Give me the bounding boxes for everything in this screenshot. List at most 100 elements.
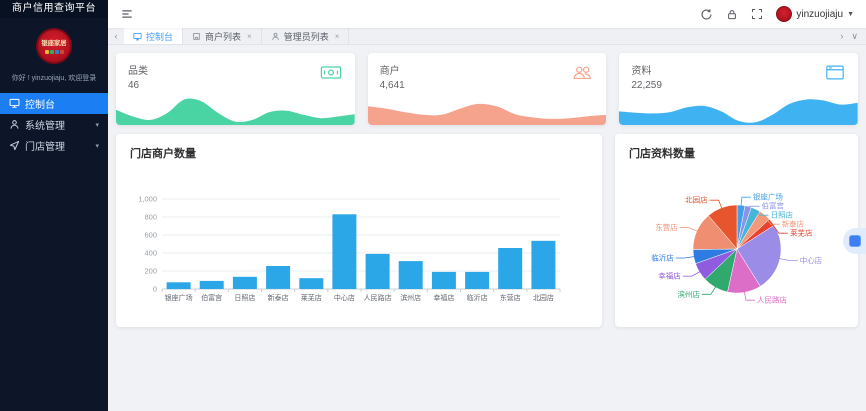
sidebar-item-label: 门店管理 bbox=[25, 142, 65, 153]
sparkline-category bbox=[116, 98, 355, 125]
user-dropdown-caret-icon: ▼ bbox=[847, 10, 854, 18]
tabs-menu-icon[interactable]: ∨ bbox=[851, 30, 858, 41]
pie-label-line bbox=[675, 256, 695, 259]
pie-label-line bbox=[770, 222, 788, 234]
x-category-label: 滨州店 bbox=[400, 293, 421, 302]
pie-label: 临沂店 bbox=[651, 253, 674, 263]
x-category-label: 莱芜店 bbox=[301, 293, 322, 302]
pie-label: 北园店 bbox=[685, 195, 708, 205]
fold-menu-icon[interactable] bbox=[120, 7, 134, 21]
close-icon[interactable]: × bbox=[334, 31, 340, 41]
bar[interactable] bbox=[398, 261, 423, 289]
chart-panels-row: 门店商户数量 0 200 400 600 800 1,000 银座广场 伯富宫 日照店 新泰店 莱芜… bbox=[116, 134, 858, 327]
brand-logo-text: 银座家居 bbox=[41, 40, 67, 47]
user-menu[interactable]: yinzuojiaju ▼ bbox=[776, 6, 854, 22]
sidebar: 商户信用查询平台 银座家居 你好 ! yinzuojiaju, 欢迎登录 控制台… bbox=[0, 0, 108, 411]
pie-label-line bbox=[701, 286, 717, 295]
stat-value: 4,641 bbox=[379, 80, 405, 91]
dashboard-icon bbox=[9, 98, 20, 108]
x-category-label: 日照店 bbox=[234, 293, 255, 302]
pie-label-line bbox=[779, 258, 798, 261]
fullscreen-icon[interactable] bbox=[751, 8, 763, 20]
chevron-down-icon: ▾ bbox=[95, 121, 99, 129]
y-tick-label: 600 bbox=[144, 231, 157, 240]
x-category-label: 北园店 bbox=[533, 293, 554, 302]
x-category-label: 银座广场 bbox=[165, 293, 193, 302]
x-category-label: 幸福店 bbox=[433, 293, 454, 302]
brand-logo-dots bbox=[44, 50, 64, 54]
tab-bar: ‹ 控制台 商户列表 × 管理员列表 × › ∨ bbox=[108, 28, 866, 45]
y-tick-label: 400 bbox=[144, 249, 157, 258]
pie-label: 新泰店 bbox=[782, 219, 805, 229]
x-category-label: 人民路店 bbox=[364, 293, 392, 302]
sidebar-item-dashboard[interactable]: 控制台 bbox=[0, 93, 108, 114]
close-icon[interactable]: × bbox=[247, 31, 252, 41]
stat-value: 46 bbox=[128, 80, 140, 91]
stat-card-category: 品类 46 bbox=[116, 53, 355, 125]
app-title: 商户信用查询平台 bbox=[0, 0, 108, 18]
person-icon bbox=[271, 32, 279, 40]
bar[interactable] bbox=[332, 214, 357, 289]
bar[interactable] bbox=[431, 271, 456, 289]
sidebar-item-system[interactable]: 系统管理 ▾ bbox=[0, 114, 108, 135]
users-icon bbox=[571, 64, 593, 86]
refresh-icon[interactable] bbox=[700, 8, 713, 21]
pie-label-line bbox=[740, 196, 751, 207]
tabs-scroll-right-icon[interactable]: › bbox=[840, 31, 844, 41]
lock-icon[interactable] bbox=[726, 8, 738, 21]
sidebar-menu: 控制台 系统管理 ▾ 门店管理 ▾ bbox=[0, 93, 108, 156]
header-actions: yinzuojiaju ▼ bbox=[700, 6, 854, 22]
theme-drawer-toggle[interactable] bbox=[843, 228, 866, 254]
pie-label-line bbox=[747, 205, 760, 208]
x-category-label: 伯富宫 bbox=[201, 293, 222, 302]
x-category-label: 新泰店 bbox=[268, 293, 289, 302]
tab-label: 管理员列表 bbox=[283, 31, 329, 42]
x-category-label: 东营店 bbox=[500, 293, 521, 302]
pie-chart-title: 门店资料数量 bbox=[629, 148, 695, 160]
bar[interactable] bbox=[232, 276, 257, 289]
tab-admin-list[interactable]: 管理员列表 × bbox=[262, 28, 350, 44]
bar[interactable] bbox=[166, 282, 191, 290]
shop-icon bbox=[192, 32, 201, 40]
theme-icon bbox=[849, 235, 861, 247]
x-category-label: 中心店 bbox=[334, 293, 355, 302]
bar[interactable] bbox=[299, 278, 324, 289]
bar-chart-title: 门店商户数量 bbox=[130, 148, 196, 160]
bar-chart-svg: 0 200 400 600 800 1,000 银座广场 伯富宫 日照店 新泰店 莱芜店 中心店 人民路… bbox=[138, 195, 561, 302]
user-icon bbox=[10, 120, 19, 129]
sidebar-item-store[interactable]: 门店管理 ▾ bbox=[0, 135, 108, 156]
brand-logo: 银座家居 bbox=[36, 28, 72, 64]
stat-label: 品类 bbox=[128, 66, 148, 77]
sparkline-data bbox=[619, 99, 859, 125]
pie-label: 中心店 bbox=[800, 255, 823, 265]
tabs-scroll-left-icon[interactable]: ‹ bbox=[114, 31, 118, 41]
bar[interactable] bbox=[199, 280, 224, 289]
username: yinzuojiaju bbox=[796, 8, 844, 20]
pie-label-line bbox=[764, 215, 780, 225]
sidebar-item-label: 控制台 bbox=[25, 100, 55, 111]
y-tick-label: 1,000 bbox=[138, 195, 157, 204]
bar[interactable] bbox=[365, 253, 390, 289]
tab-merchant-list[interactable]: 商户列表 × bbox=[183, 28, 262, 44]
bar[interactable] bbox=[498, 248, 523, 289]
bar[interactable] bbox=[266, 266, 291, 289]
window-icon bbox=[825, 64, 845, 86]
pie-chart: 北园店 东营店 临沂店 幸福店 滨州店 银座广场 伯富宫 日照店 新泰店 莱芜店 中心店 人民路店 bbox=[615, 161, 858, 327]
pie-label-line bbox=[679, 227, 698, 232]
pie-label-line bbox=[755, 209, 769, 216]
tabbar-controls: › ∨ bbox=[840, 28, 866, 44]
stat-label: 商户 bbox=[379, 66, 400, 77]
pie-label: 人民路店 bbox=[757, 295, 787, 305]
y-tick-label: 800 bbox=[144, 213, 157, 222]
bar[interactable] bbox=[531, 240, 556, 289]
tab-dashboard[interactable]: 控制台 bbox=[124, 28, 184, 44]
pie-label: 日照店 bbox=[771, 210, 794, 220]
tab-label: 商户列表 bbox=[205, 31, 242, 42]
stat-card-data: 资料 22,259 bbox=[619, 53, 859, 125]
bar[interactable] bbox=[465, 271, 490, 289]
x-category-label: 临沂店 bbox=[467, 293, 488, 302]
stat-label: 资料 bbox=[631, 66, 652, 77]
sparkline-merchant bbox=[367, 103, 607, 125]
pie-label: 幸福店 bbox=[658, 271, 681, 281]
